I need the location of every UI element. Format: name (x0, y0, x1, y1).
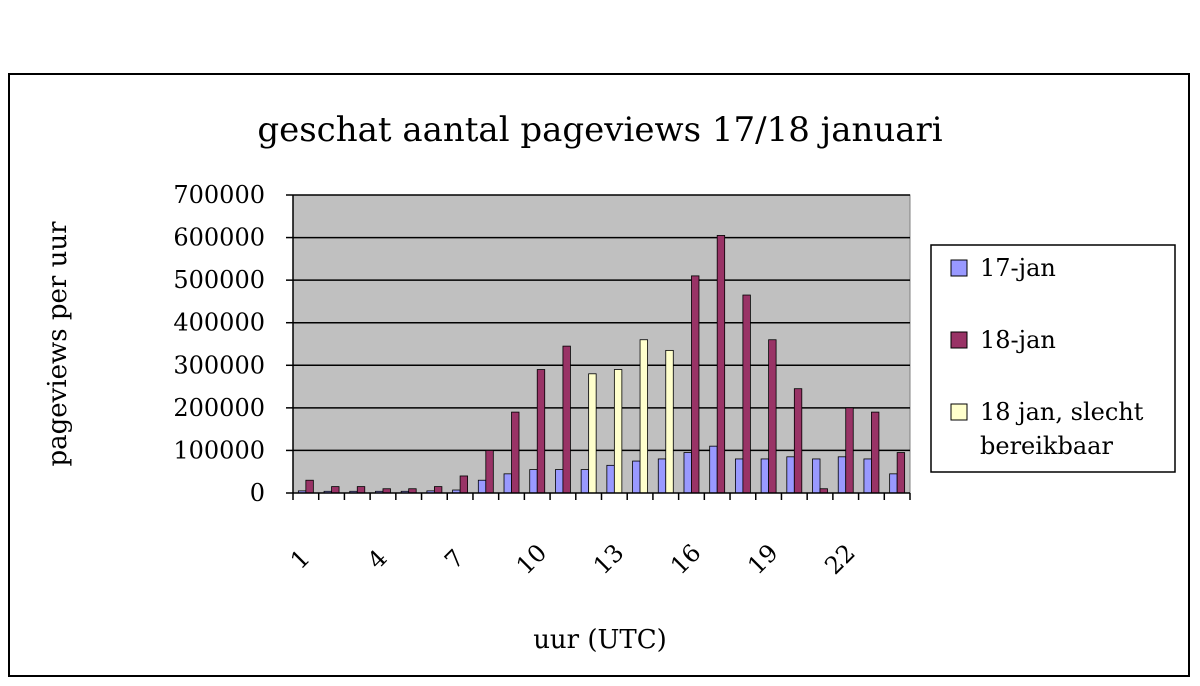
x-axis-label: uur (UTC) (533, 625, 667, 655)
bar-series-2-hour-6 (433, 486, 443, 494)
bar-series-1-hour-17 (709, 445, 718, 494)
bar-series-1-hour-13 (606, 464, 615, 494)
bar-series-1-hour-20 (786, 456, 795, 494)
legend-swatch-1 (950, 259, 968, 277)
bar-series-1-hour-15 (657, 458, 667, 494)
bar-series-2-hour-23 (871, 411, 880, 494)
x-tick-label: 7 (439, 544, 470, 575)
bar-series-3-hour-14 (639, 339, 648, 494)
plot-area (292, 194, 911, 494)
bar-series-2-hour-17 (716, 235, 726, 494)
chart-frame: geschat aantal pageviews 17/18 januari 0… (8, 73, 1190, 677)
y-axis-label: pageviews per uur (43, 221, 73, 467)
bar-series-2-hour-24 (896, 452, 906, 494)
legend-box (930, 244, 1176, 473)
x-tick-label: 10 (511, 539, 552, 580)
bar-series-1-hour-16 (683, 452, 692, 494)
y-tick-label: 600000 (173, 224, 265, 252)
bar-series-1-hour-22 (837, 456, 847, 494)
legend-label-2: 18-jan (980, 326, 1056, 354)
x-tick-label: 1 (285, 544, 316, 575)
bar-series-2-hour-2 (331, 486, 340, 494)
bar-series-1-hour-24 (889, 473, 898, 494)
y-tick-label: 200000 (173, 394, 265, 422)
pageviews-chart: geschat aantal pageviews 17/18 januari 0… (43, 110, 1176, 655)
x-tick-label: 19 (742, 539, 783, 580)
bar-series-2-hour-19 (768, 339, 777, 494)
bar-series-1-hour-18 (734, 458, 744, 494)
axes (286, 194, 911, 500)
bar-series-1-hour-12 (580, 469, 590, 494)
gridlines (293, 194, 910, 452)
x-tick-labels: 1 4 7 10 13 16 19 22 (285, 539, 861, 580)
chart-title: geschat aantal pageviews 17/18 januari (257, 110, 942, 150)
bar-series-3-hour-15 (665, 349, 674, 494)
bar-series-2-hour-7 (459, 475, 469, 494)
y-tick-label: 400000 (173, 309, 265, 337)
bar-series-2-hour-20 (793, 388, 803, 494)
legend-swatch-2 (950, 331, 968, 349)
bar-series-3-hour-13 (613, 369, 623, 494)
bar-series-1-hour-8 (477, 479, 487, 494)
x-tick-label: 22 (819, 539, 860, 580)
bar-series-1-hour-21 (812, 458, 821, 494)
bar-series-2-hour-22 (845, 407, 854, 494)
legend: 17-jan 18-jan 18 jan, slecht bereikbaar (950, 254, 1144, 460)
legend-label-1: 17-jan (980, 254, 1056, 282)
bar-series-2-hour-9 (511, 411, 520, 494)
bar-series-2-hour-18 (742, 294, 751, 494)
y-tick-label: 100000 (173, 436, 265, 464)
bar-series-3-hour-12 (588, 373, 597, 494)
y-tick-label: 700000 (173, 181, 265, 209)
bar-series-2-hour-10 (536, 369, 546, 494)
bar-series-1-hour-14 (632, 460, 641, 494)
bar-series-2-hour-16 (691, 275, 700, 494)
x-tick-label: 13 (588, 539, 629, 580)
bar-series-2-hour-3 (356, 486, 366, 494)
bar-series-1-hour-23 (863, 458, 872, 494)
bar-series-1-hour-19 (760, 458, 770, 494)
bar-series-1-hour-9 (503, 473, 512, 494)
y-tick-labels: 0 100000 200000 300000 400000 500000 600000 700… (173, 181, 265, 507)
legend-label-3: 18 jan, slecht bereikbaar (980, 398, 1144, 460)
bar-series-2-hour-1 (305, 479, 314, 494)
y-tick-label: 0 (250, 479, 265, 507)
y-tick-label: 300000 (173, 351, 265, 379)
y-tick-label: 500000 (173, 266, 265, 294)
x-tick-label: 16 (665, 539, 706, 580)
x-tick-label: 4 (362, 544, 393, 575)
bar-series-1-hour-10 (529, 469, 538, 494)
legend-swatch-3 (950, 403, 968, 421)
bar-series-2-hour-11 (562, 345, 571, 494)
bar-series-1-hour-11 (555, 469, 564, 494)
bar-series-2-hour-8 (485, 450, 494, 494)
